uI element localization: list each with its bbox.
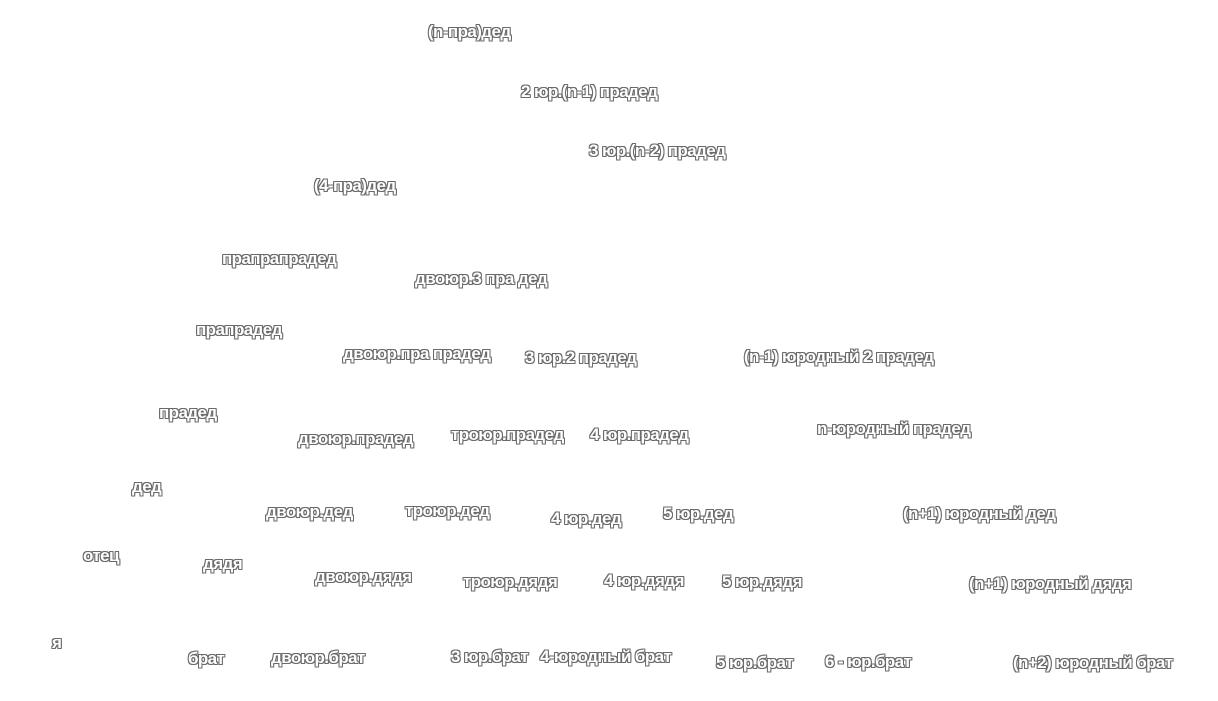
label-troyur-dyadya: троюр.дядя bbox=[463, 572, 558, 591]
label-cousin4-praded: 4 юр.прадед bbox=[590, 425, 689, 444]
label-brat: брат bbox=[188, 649, 225, 668]
label-ded: дед bbox=[132, 477, 162, 496]
label-n1-yurodny-dyadya: (n+1) юродный дядя bbox=[969, 574, 1132, 593]
label-cousin5-brat: 5 юр.брат bbox=[716, 653, 794, 672]
label-pra4-ded: (4-пра)дед bbox=[314, 176, 396, 195]
label-n-pra-ded: (n-пра)дед bbox=[428, 22, 511, 41]
label-dyadya: дядя bbox=[203, 554, 243, 573]
label-cousin3-2praded: 3 юр.2 прадед bbox=[525, 348, 637, 367]
label-yurodny4-brat: 4-юродный брат bbox=[540, 647, 672, 666]
label-cousin4-dyadya: 4 юр.дядя bbox=[604, 571, 684, 590]
label-cousin3-n2-praded: 3 юр.(n-2) прадед bbox=[589, 141, 726, 160]
label-troyur-praded: троюр.прадед bbox=[451, 425, 564, 444]
label-dvoyur-ded: двоюр.дед bbox=[266, 502, 353, 521]
label-cousin2-n1-praded: 2 юр.(n-1) прадед bbox=[521, 82, 658, 101]
label-cousin5-dyadya: 5 юр.дядя bbox=[722, 572, 802, 591]
label-prapraprded: прапрапрадед bbox=[222, 249, 337, 268]
label-n2-yurodny-brat: (n+2) юродный брат bbox=[1013, 653, 1173, 672]
label-cousin4-ded: 4 юр.дед bbox=[551, 509, 622, 528]
label-dvoyur-praprded: двоюр.пра прадед bbox=[343, 344, 491, 363]
label-praded: прадед bbox=[159, 403, 217, 422]
label-n1-yurodny-ded: (n+1) юродный дед bbox=[903, 504, 1056, 523]
label-troyur-ded: троюр.дед bbox=[405, 501, 490, 520]
label-dvoyur-brat: двоюр.брат bbox=[271, 648, 365, 667]
label-cousin5-ded: 5 юр.дед bbox=[663, 504, 734, 523]
label-dvoyur-dyadya: двоюр.дядя bbox=[315, 567, 412, 586]
label-n1-yurodny-2praded: (n-1) юродный 2 прадед bbox=[744, 347, 934, 366]
label-ya: я bbox=[52, 633, 62, 652]
label-otets: отец bbox=[83, 546, 119, 565]
label-dvoyur-praded: двоюр.прадед bbox=[298, 429, 414, 448]
label-dvoyur-3praded: двоюр.3 пра дед bbox=[415, 269, 548, 288]
label-n-yurodny-praded: n-юродный прадед bbox=[817, 419, 971, 438]
label-cousin3-brat: 3 юр.брат bbox=[451, 647, 529, 666]
label-praprded: прапрадед bbox=[196, 320, 282, 339]
label-cousin6-brat: 6 - юр.брат bbox=[825, 652, 912, 671]
